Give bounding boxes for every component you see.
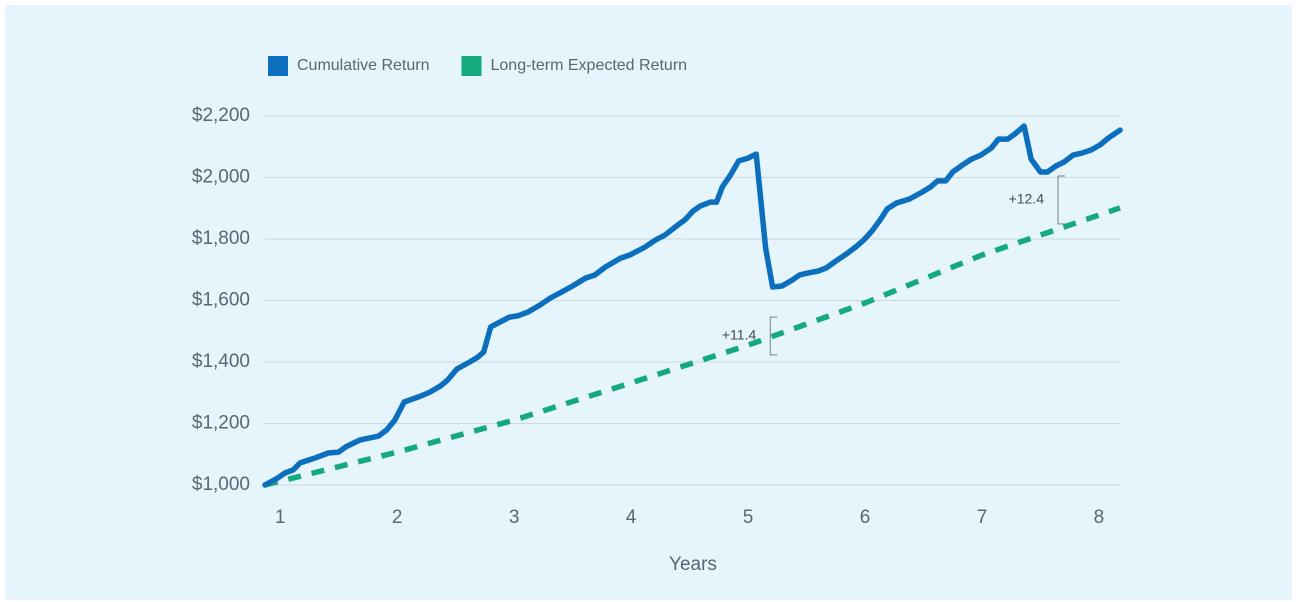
x-tick-label: 4 [626,507,637,528]
series-line [262,123,1123,488]
y-tick-label: $2,000 [192,167,250,188]
y-tick-label: $1,000 [192,474,250,495]
legend-swatch [461,56,482,76]
y-tick-label: $2,200 [192,105,250,126]
annotation-label: +12.4 [1009,191,1045,207]
series-line [264,205,1121,488]
x-tick-label: 3 [509,507,520,528]
x-tick-label: 2 [392,507,403,528]
x-tick-label: 5 [743,507,754,528]
legend-label: Long-term Expected Return [491,57,688,74]
x-tick-label: 7 [977,507,988,528]
annotation-bracket [1057,175,1066,225]
annotation-label: +11.4 [722,327,757,343]
y-tick-label: $1,600 [192,290,250,311]
annotation-bracket [769,316,778,356]
x-tick-label: 6 [860,507,871,528]
chart-background [5,5,1292,600]
y-tick-label: $1,800 [192,228,250,249]
legend-swatch [268,56,288,76]
x-tick-label: 1 [275,507,286,528]
x-axis-label: Years [669,554,717,575]
y-tick-label: $1,400 [192,351,250,372]
legend-label: Cumulative Return [297,57,430,74]
x-tick-label: 8 [1094,507,1105,528]
y-tick-label: $1,200 [192,413,250,434]
